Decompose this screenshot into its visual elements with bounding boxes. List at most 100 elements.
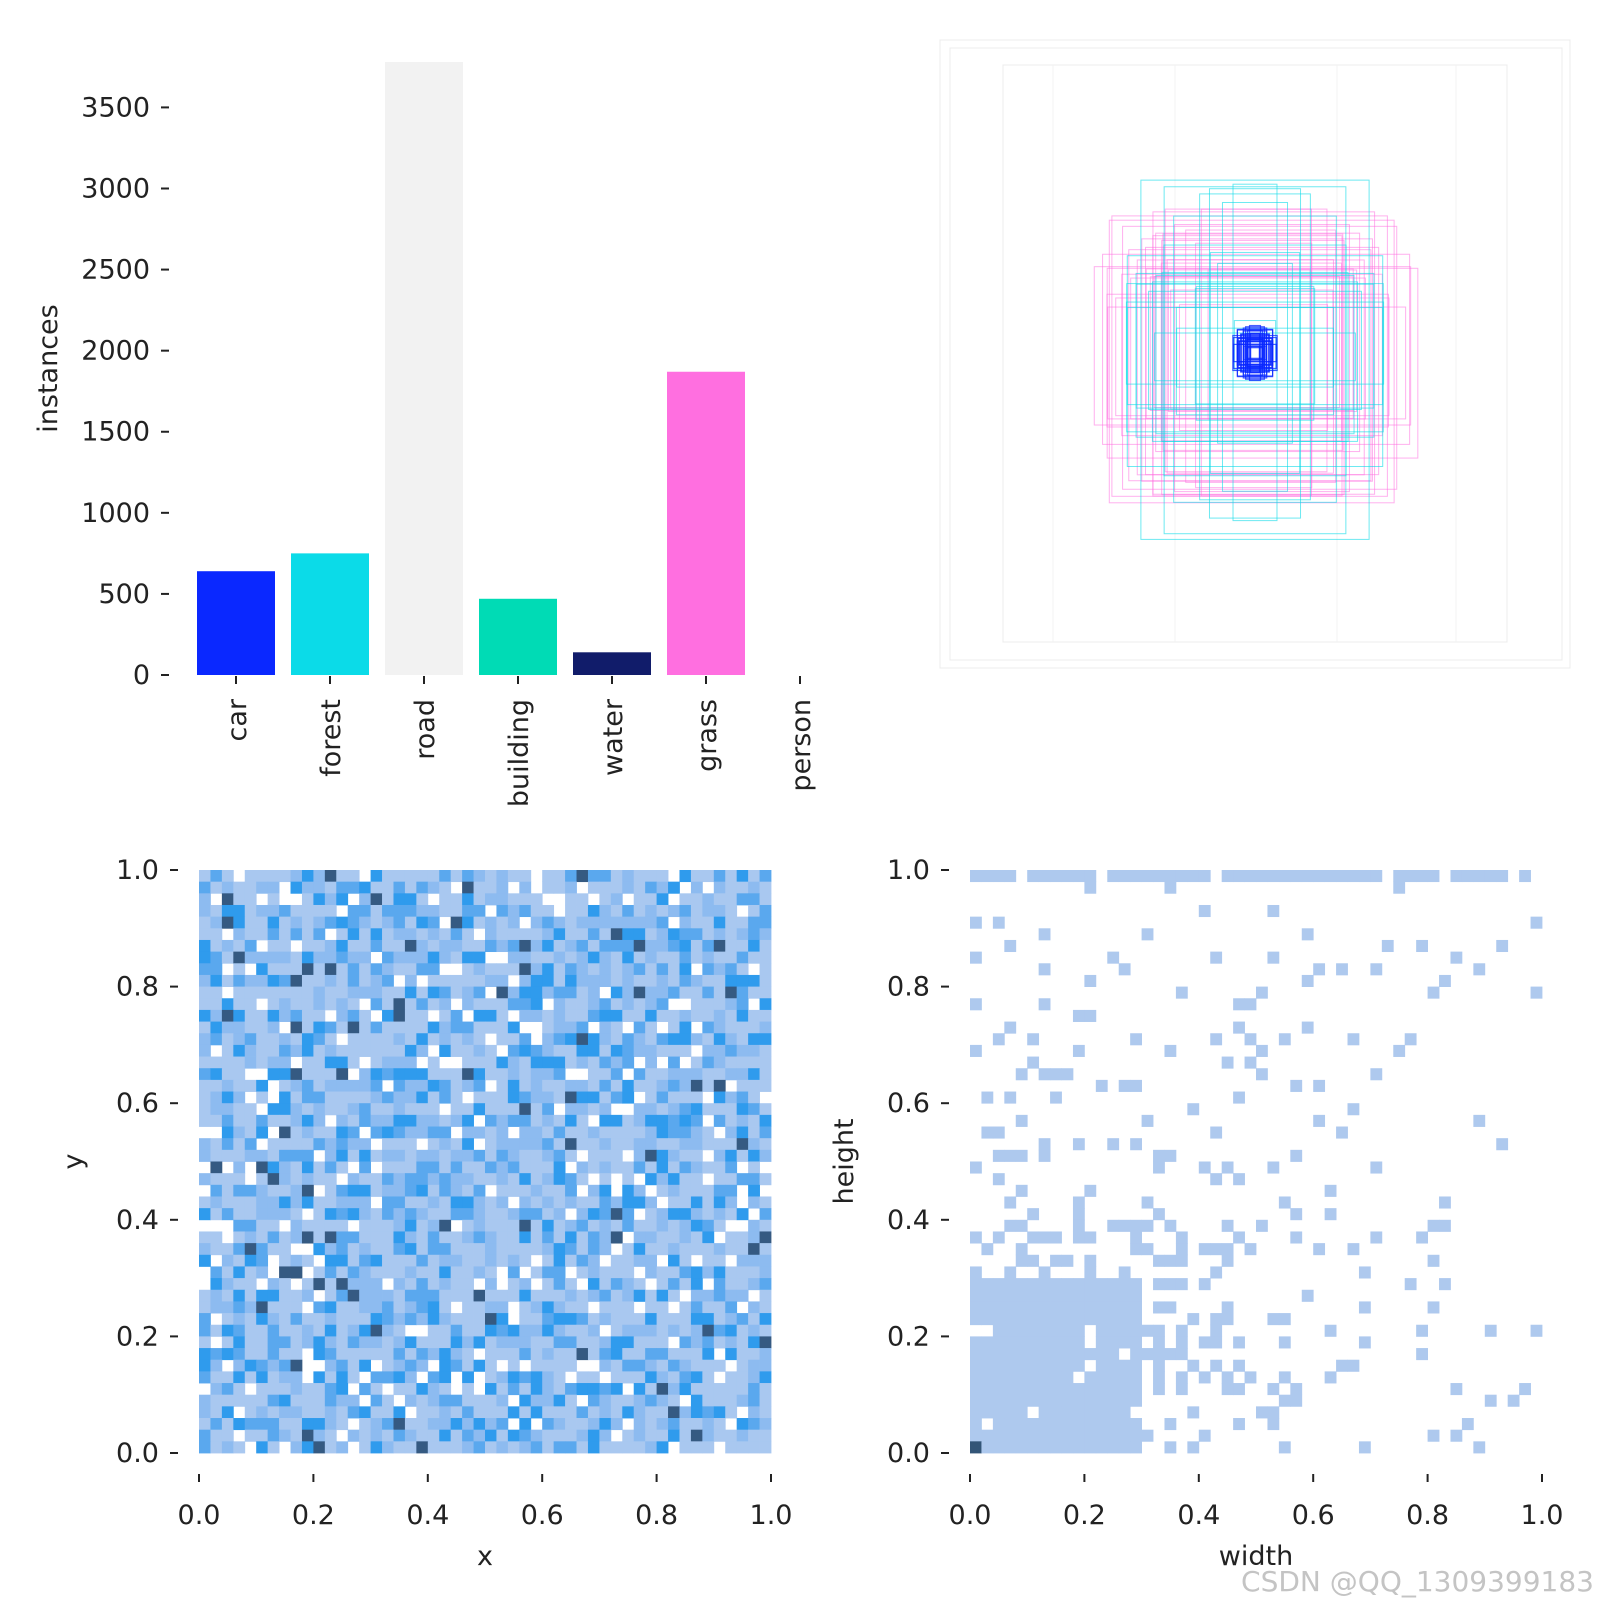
heatmap-cell	[233, 974, 246, 987]
heatmap-cell	[759, 916, 772, 929]
heatmap-cell	[1038, 1313, 1051, 1326]
heatmap-cell	[1107, 1278, 1120, 1291]
heatmap-cell	[416, 1021, 429, 1034]
heatmap-cell	[336, 1114, 349, 1127]
heatmap-cell	[382, 1184, 394, 1197]
heatmap-cell	[679, 1336, 692, 1349]
heatmap-cell	[393, 1079, 406, 1092]
heatmap-cell	[427, 1289, 440, 1302]
heatmap-cell	[439, 928, 452, 941]
heatmap-cell	[1530, 986, 1543, 999]
heatmap-cell	[359, 1184, 371, 1197]
heatmap-cell	[210, 939, 223, 953]
heatmap-cell	[473, 1231, 486, 1244]
heatmap-cell	[679, 1243, 692, 1256]
heatmap-cell	[210, 1383, 223, 1396]
heatmap-cell	[450, 1079, 463, 1092]
heatmap-cell	[416, 1033, 429, 1046]
heatmap-cell	[462, 1021, 474, 1034]
heatmap-cell	[1107, 1441, 1120, 1454]
heatmap-cell	[244, 1289, 257, 1302]
heatmap-cell	[233, 1149, 246, 1162]
heatmap-cell	[633, 1278, 646, 1291]
heatmap-cell	[633, 1289, 646, 1302]
heatmap-cell	[992, 1301, 1005, 1314]
heatmap-cell	[1061, 1313, 1074, 1326]
heatmap-cell	[221, 1266, 234, 1279]
heatmap-cell	[1130, 1289, 1142, 1302]
heatmap-cell	[279, 1033, 291, 1046]
heatmap-cell	[599, 1336, 612, 1349]
heatmap-cell	[1153, 1324, 1165, 1337]
heatmap-cell	[645, 1056, 657, 1069]
heatmap-cell	[1141, 928, 1154, 941]
heatmap-cell	[210, 1021, 223, 1034]
heatmap-cell	[748, 1394, 760, 1407]
heatmap-cell	[370, 1371, 383, 1384]
heatmap-cell	[668, 1383, 680, 1396]
heatmap-cell	[668, 1418, 680, 1431]
heatmap-cell	[690, 1079, 703, 1092]
heatmap-cell	[473, 1103, 486, 1116]
heatmap-cell	[370, 986, 383, 999]
heatmap-cell	[324, 963, 337, 976]
heatmap-cell	[599, 1044, 612, 1057]
heatmap-cell	[690, 1126, 703, 1139]
heatmap-cell	[656, 1091, 669, 1104]
heatmap-cell	[587, 1418, 600, 1431]
heatmap-cell	[507, 1359, 520, 1372]
heatmap-cell	[1118, 1383, 1131, 1396]
heatmap-cell	[347, 951, 360, 964]
heatmap-cell	[450, 1021, 463, 1034]
heatmap-cell	[496, 1138, 509, 1151]
heatmap-cell	[553, 1044, 566, 1057]
heatmap-cell	[382, 1301, 394, 1314]
heatmap-cell	[759, 951, 772, 964]
heatmap-cell	[393, 1044, 406, 1057]
heatmap-cell	[970, 1313, 982, 1326]
y-tick-label: 1500	[81, 417, 150, 448]
heatmap-cell	[713, 1009, 726, 1022]
heatmap-cell	[359, 1114, 371, 1127]
heatmap-cell	[679, 1231, 692, 1244]
heatmap-cell	[690, 1313, 703, 1326]
heatmap-cell	[610, 1406, 623, 1419]
heatmap-cell	[199, 1406, 211, 1419]
heatmap-cell	[427, 1301, 440, 1314]
heatmap-cell	[382, 1196, 394, 1209]
heatmap-cell	[668, 881, 680, 894]
heatmap-cell	[336, 1196, 349, 1209]
heatmap-cell	[645, 928, 657, 941]
heatmap-cell	[1233, 1173, 1245, 1186]
heatmap-cell	[485, 1371, 497, 1384]
heatmap-cell	[210, 963, 223, 976]
heatmap-cell	[1084, 1383, 1097, 1396]
heatmap-cell	[553, 951, 566, 964]
heatmap-cell	[690, 1441, 703, 1454]
heatmap-cell	[553, 1406, 566, 1419]
heatmap-cell	[690, 1394, 703, 1407]
heatmap-cell	[450, 1138, 463, 1151]
heatmap-cell	[496, 963, 509, 976]
heatmap-cell	[610, 1021, 623, 1034]
heatmap-cell	[565, 1324, 577, 1337]
heatmap-cell	[553, 1324, 566, 1337]
heatmap-cell	[1050, 1336, 1062, 1349]
heatmap-cell	[1358, 1336, 1371, 1349]
box-outline	[1185, 229, 1337, 483]
heatmap-cell	[427, 1173, 440, 1186]
heatmap-cell	[656, 881, 669, 894]
heatmap-cell	[473, 1301, 486, 1314]
heatmap-cell	[210, 1371, 223, 1384]
heatmap-cell	[210, 1149, 223, 1162]
heatmap-cell	[393, 939, 406, 953]
heatmap-cell	[702, 1266, 715, 1279]
heatmap-cell	[713, 1243, 726, 1256]
heatmap-cell	[1107, 870, 1120, 883]
heatmap-cell	[725, 1009, 738, 1022]
heatmap-cell	[981, 1394, 994, 1407]
heatmap-cell	[301, 1418, 314, 1431]
heatmap-cell	[1473, 1114, 1486, 1127]
heatmap-cell	[1233, 1359, 1245, 1372]
heatmap-cell	[565, 1254, 577, 1267]
